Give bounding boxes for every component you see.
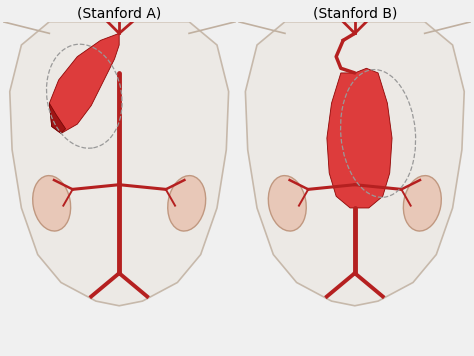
- Polygon shape: [327, 68, 392, 208]
- Ellipse shape: [268, 176, 306, 231]
- Ellipse shape: [403, 176, 441, 231]
- Polygon shape: [49, 103, 65, 134]
- Title: Proximal
(Stanford A): Proximal (Stanford A): [77, 0, 161, 21]
- Polygon shape: [49, 33, 119, 134]
- Polygon shape: [10, 22, 228, 306]
- Polygon shape: [246, 22, 464, 306]
- Ellipse shape: [33, 176, 71, 231]
- Title: Distal
(Stanford B): Distal (Stanford B): [313, 0, 397, 21]
- Ellipse shape: [168, 176, 206, 231]
